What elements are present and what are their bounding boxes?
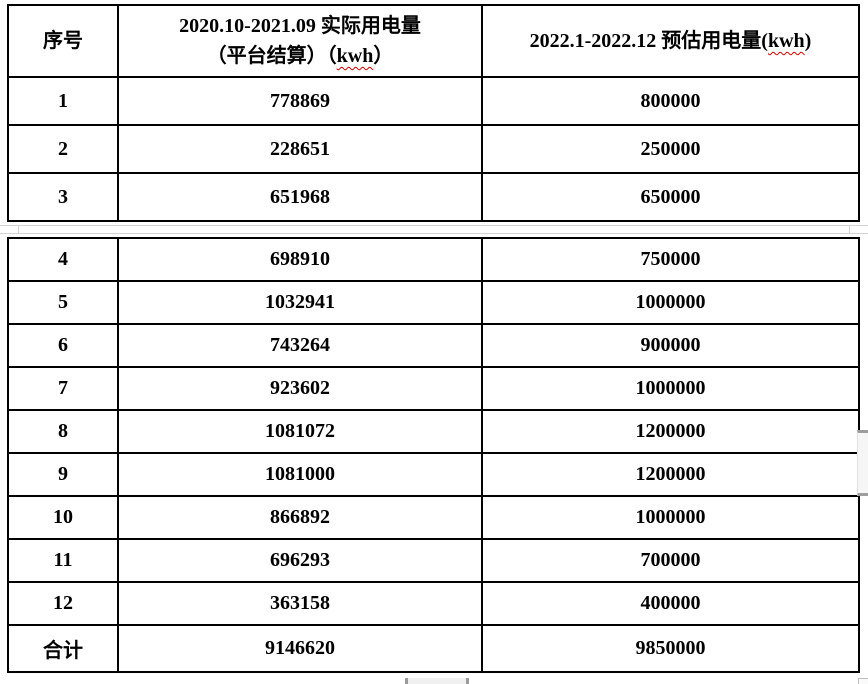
actual-value-cell: 923602 [117, 366, 483, 411]
actual-value-cell: 651968 [117, 172, 483, 222]
page-break-tick-right [849, 225, 850, 234]
estimated-value-cell: 250000 [481, 124, 860, 174]
table-row: 5 1032941 1000000 [7, 280, 860, 325]
electricity-usage-table-part2: 4 698910 750000 5 1032941 1000000 6 743264 90000… [7, 237, 860, 673]
table-row: 4 698910 750000 [7, 237, 860, 282]
seq-cell: 3 [7, 172, 119, 222]
spellcheck-underlined-kwh: kwh [336, 45, 374, 67]
actual-value-cell: 363158 [117, 581, 483, 626]
horizontal-scrollbar-thumb[interactable] [405, 678, 469, 684]
estimated-value-cell: 750000 [481, 237, 860, 282]
estimated-value-cell: 1000000 [481, 280, 860, 325]
seq-cell: 12 [7, 581, 119, 626]
header-actual-usage: 2020.10-2021.09 实际用电量 （平台结算）（kwh） [117, 4, 483, 78]
estimated-value-cell: 900000 [481, 323, 860, 368]
actual-value-cell: 778869 [117, 76, 483, 126]
actual-value-cell: 228651 [117, 124, 483, 174]
table-row: 8 1081072 1200000 [7, 409, 860, 454]
estimated-value-cell: 800000 [481, 76, 860, 126]
actual-value-cell: 1032941 [117, 280, 483, 325]
table-row: 10 866892 1000000 [7, 495, 860, 540]
seq-cell: 7 [7, 366, 119, 411]
vertical-scrollbar-thumb[interactable] [857, 430, 868, 496]
header-estimated-usage: 2022.1-2022.12 预估用电量(kwh) [481, 4, 860, 78]
page-break-line-top [0, 225, 868, 226]
actual-value-cell: 698910 [117, 237, 483, 282]
estimated-value-cell: 650000 [481, 172, 860, 222]
estimated-value-cell: 1000000 [481, 366, 860, 411]
seq-cell: 6 [7, 323, 119, 368]
spellcheck-underlined-kwh: kwh [767, 30, 805, 52]
seq-cell: 4 [7, 237, 119, 282]
estimated-value-cell: 400000 [481, 581, 860, 626]
estimated-value-cell: 9850000 [481, 624, 860, 673]
actual-value-cell: 866892 [117, 495, 483, 540]
seq-cell: 11 [7, 538, 119, 583]
electricity-usage-table-part1: 序号 2020.10-2021.09 实际用电量 （平台结算）（kwh） 202… [7, 4, 860, 222]
table-row: 6 743264 900000 [7, 323, 860, 368]
seq-cell: 8 [7, 409, 119, 454]
seq-cell: 1 [7, 76, 119, 126]
header-actual-line2: （平台结算）（kwh） [206, 45, 394, 67]
actual-value-cell: 743264 [117, 323, 483, 368]
actual-value-cell: 1081072 [117, 409, 483, 454]
actual-value-cell: 9146620 [117, 624, 483, 673]
estimated-value-cell: 1200000 [481, 452, 860, 497]
header-actual-line1: 2020.10-2021.09 实际用电量 [179, 15, 421, 37]
estimated-value-cell: 1000000 [481, 495, 860, 540]
page-break-tick-left [18, 225, 19, 234]
actual-value-cell: 696293 [117, 538, 483, 583]
page-corner-mark [858, 678, 868, 684]
table-row: 11 696293 700000 [7, 538, 860, 583]
header-seq: 序号 [7, 4, 119, 78]
total-row: 合计 9146620 9850000 [7, 624, 860, 673]
table-row: 3 651968 650000 [7, 172, 860, 222]
seq-cell: 合计 [7, 624, 119, 673]
estimated-value-cell: 700000 [481, 538, 860, 583]
seq-cell: 5 [7, 280, 119, 325]
table-row: 7 923602 1000000 [7, 366, 860, 411]
table-row: 12 363158 400000 [7, 581, 860, 626]
actual-value-cell: 1081000 [117, 452, 483, 497]
header-row: 序号 2020.10-2021.09 实际用电量 （平台结算）（kwh） 202… [7, 4, 860, 78]
page-break-line-bottom [0, 233, 868, 234]
table-row: 1 778869 800000 [7, 76, 860, 126]
seq-cell: 10 [7, 495, 119, 540]
seq-cell: 2 [7, 124, 119, 174]
estimated-value-cell: 1200000 [481, 409, 860, 454]
seq-cell: 9 [7, 452, 119, 497]
table-row: 2 228651 250000 [7, 124, 860, 174]
table-row: 9 1081000 1200000 [7, 452, 860, 497]
